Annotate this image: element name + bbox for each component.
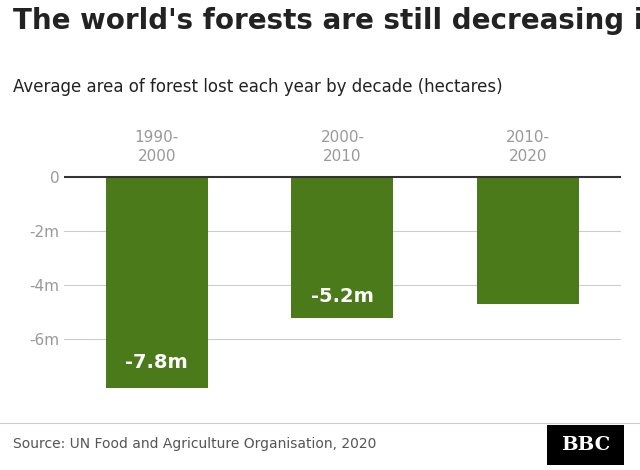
Text: The world's forests are still decreasing in size: The world's forests are still decreasing…	[13, 7, 640, 35]
Bar	[106, 177, 208, 388]
Text: BBC: BBC	[561, 436, 610, 454]
Text: -4.7m: -4.7m	[593, 238, 640, 257]
Text: -5.2m: -5.2m	[311, 287, 374, 306]
Text: Source: UN Food and Agriculture Organisation, 2020: Source: UN Food and Agriculture Organisa…	[13, 437, 376, 451]
Text: -7.8m: -7.8m	[125, 353, 188, 372]
Bar	[477, 177, 579, 304]
Bar	[291, 177, 394, 318]
Text: Average area of forest lost each year by decade (hectares): Average area of forest lost each year by…	[13, 78, 502, 95]
